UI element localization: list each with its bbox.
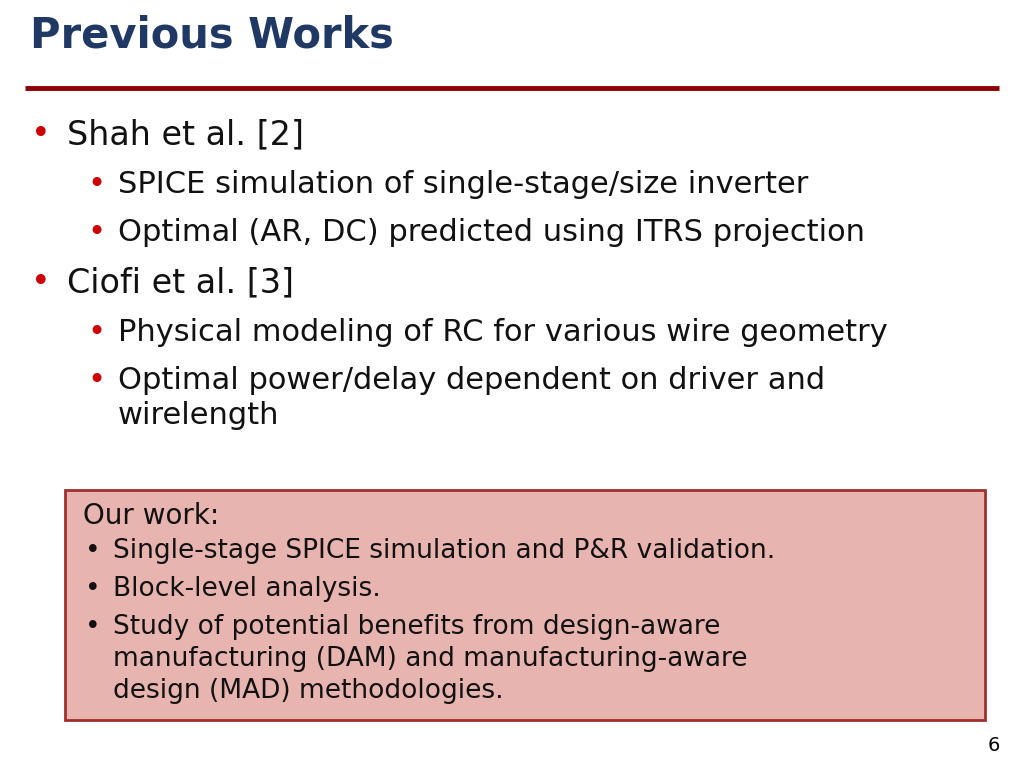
FancyBboxPatch shape (65, 490, 985, 720)
Text: 6: 6 (987, 736, 1000, 755)
Text: •: • (87, 366, 105, 395)
Text: •: • (85, 538, 100, 564)
Text: •: • (87, 170, 105, 199)
Text: Study of potential benefits from design-aware
manufacturing (DAM) and manufactur: Study of potential benefits from design-… (113, 614, 748, 704)
Text: Optimal power/delay dependent on driver and
wirelength: Optimal power/delay dependent on driver … (118, 366, 825, 430)
Text: SPICE simulation of single-stage/size inverter: SPICE simulation of single-stage/size in… (118, 170, 808, 199)
Text: •: • (85, 576, 100, 602)
Text: •: • (85, 614, 100, 640)
Text: Shah et al. [2]: Shah et al. [2] (67, 118, 303, 151)
Text: Ciofi et al. [3]: Ciofi et al. [3] (67, 266, 294, 299)
Text: •: • (31, 118, 50, 151)
Text: Block-level analysis.: Block-level analysis. (113, 576, 381, 602)
Text: Optimal (AR, DC) predicted using ITRS projection: Optimal (AR, DC) predicted using ITRS pr… (118, 218, 864, 247)
Text: •: • (87, 218, 105, 247)
Text: •: • (31, 266, 50, 299)
Text: Physical modeling of RC for various wire geometry: Physical modeling of RC for various wire… (118, 318, 888, 347)
Text: •: • (87, 318, 105, 347)
Text: Previous Works: Previous Works (30, 15, 394, 57)
Text: Our work:: Our work: (83, 502, 219, 530)
Text: Single-stage SPICE simulation and P&R validation.: Single-stage SPICE simulation and P&R va… (113, 538, 775, 564)
